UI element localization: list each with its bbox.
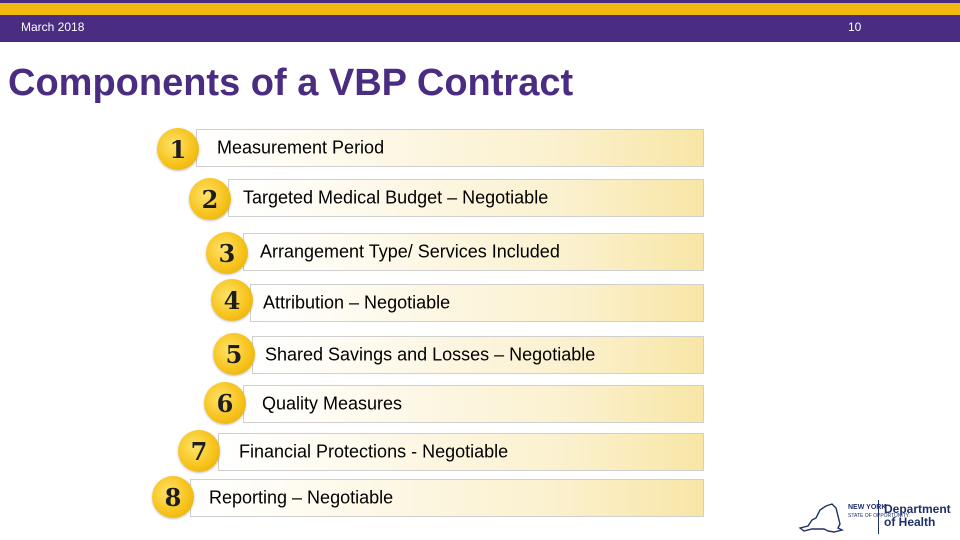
item-label: Quality Measures (262, 393, 403, 414)
item-label: Targeted Medical Budget – Negotiable (243, 187, 549, 208)
list-item-2: Targeted Medical Budget – Negotiable (228, 179, 704, 217)
list-item-6: Quality Measures (243, 385, 704, 423)
list-item-5: Shared Savings and Losses – Negotiable (252, 336, 704, 374)
item-label: Shared Savings and Losses – Negotiable (265, 344, 596, 365)
number-badge-8: 8 (152, 476, 194, 518)
number-badge-2: 2 (189, 178, 231, 220)
new-york-state-map-icon (798, 503, 845, 533)
item-label: Measurement Period (217, 137, 385, 158)
item-label: Arrangement Type/ Services Included (260, 241, 560, 262)
list-item-8: Reporting – Negotiable (190, 479, 704, 517)
logo-dept-line2: of Health (884, 515, 936, 529)
list-item-4: Attribution – Negotiable (250, 284, 704, 322)
page-number: 10 (848, 20, 862, 34)
item-label: Attribution – Negotiable (263, 292, 451, 313)
header-accent-line (0, 3, 960, 15)
number-badge-1: 1 (157, 128, 199, 170)
logo-department: Department of Health (884, 503, 951, 529)
number-badge-3: 3 (206, 232, 248, 274)
logo-divider (878, 500, 879, 534)
logo-state-name: NEW YORK (848, 504, 887, 511)
list-item-3: Arrangement Type/ Services Included (243, 233, 704, 271)
number-badge-4: 4 (211, 279, 253, 321)
slide-title: Components of a VBP Contract (8, 62, 574, 104)
list-item-7: Financial Protections - Negotiable (218, 433, 704, 471)
item-label: Financial Protections - Negotiable (239, 441, 509, 462)
number-badge-5: 5 (213, 333, 255, 375)
item-label: Reporting – Negotiable (209, 487, 394, 508)
logo-dept-line1: Department (884, 502, 951, 516)
header-date: March 2018 (21, 20, 85, 34)
list-item-1: Measurement Period (196, 129, 704, 167)
nys-department-of-health-logo: NEW YORK STATE OF OPPORTUNITY. Departmen… (798, 498, 958, 536)
number-badge-7: 7 (178, 430, 220, 472)
number-badge-6: 6 (204, 382, 246, 424)
